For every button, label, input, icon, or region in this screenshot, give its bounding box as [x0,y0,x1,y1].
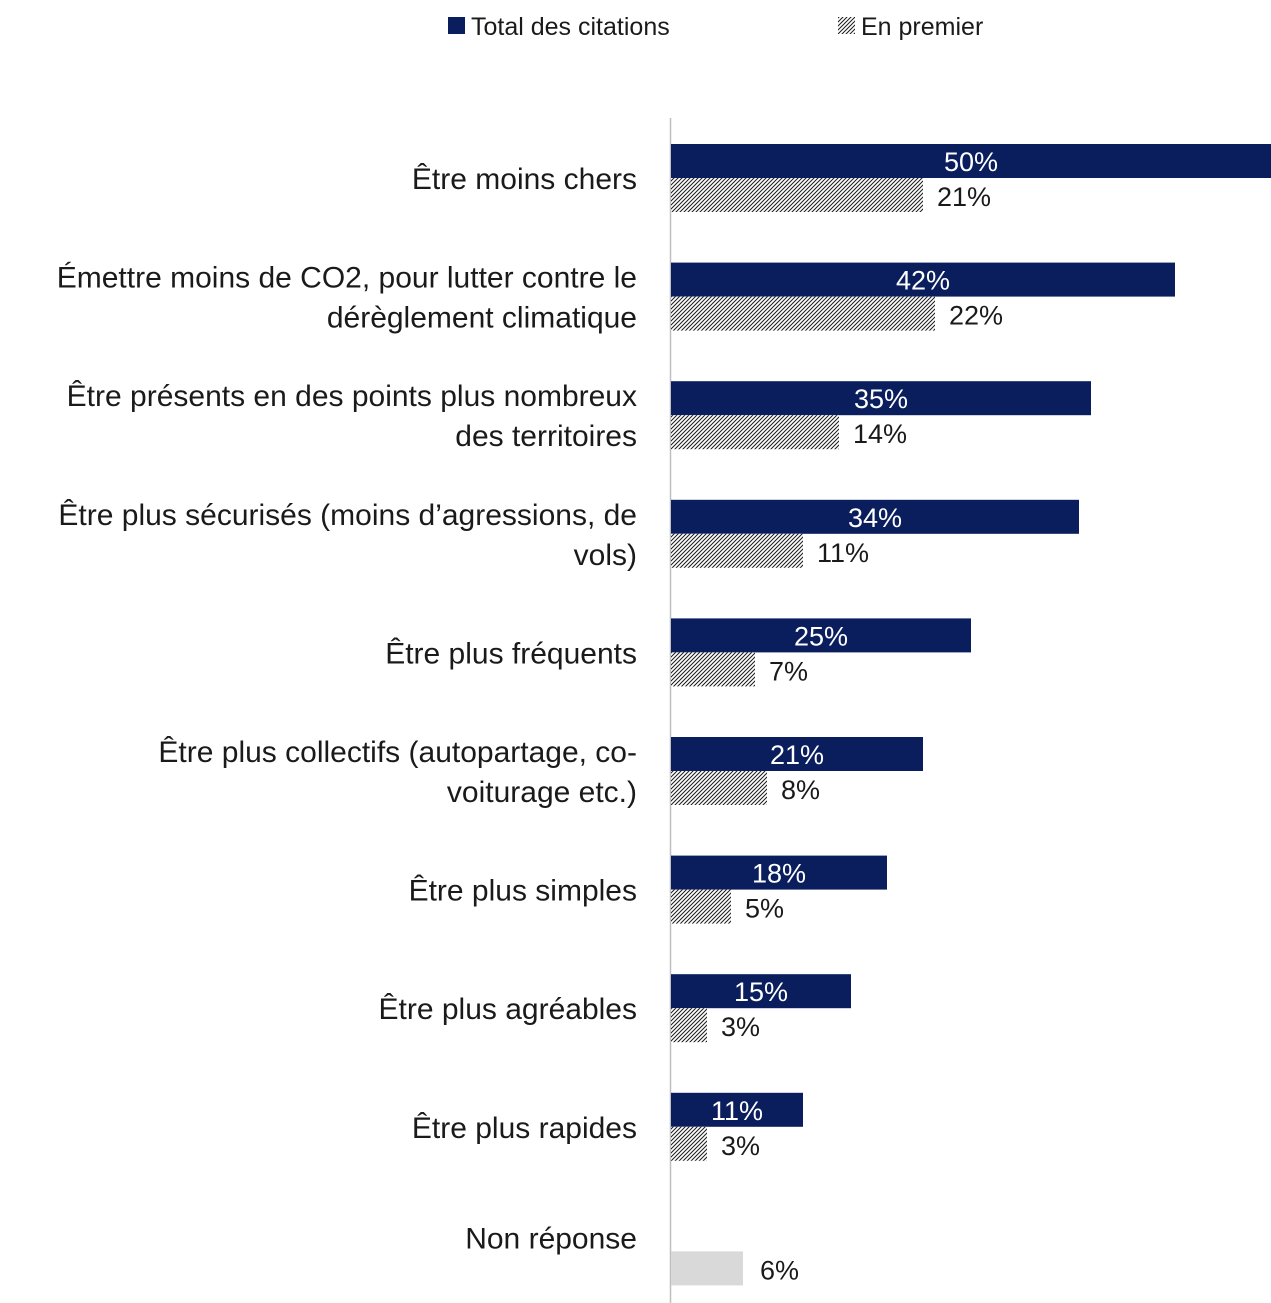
value-label-first-6: 5% [745,894,784,924]
bar-first-5 [671,771,767,805]
value-label-first-2: 14% [853,419,907,449]
value-label-total-0: 50% [944,147,998,177]
category-label-9: Non réponse [465,1222,637,1255]
category-label-1-line-0: Émettre moins de CO2, pour lutter contre… [57,262,637,295]
category-label-6: Être plus simples [409,875,637,908]
legend-swatch-first [838,17,855,34]
bar-first-7 [671,1008,707,1043]
value-label-total-8: 11% [711,1096,763,1126]
category-label-7: Être plus agréables [379,993,638,1026]
bar-first-1 [671,296,935,331]
legend-swatch-total [448,17,465,34]
value-label-first-0: 21% [937,182,991,212]
bar-total-0 [671,144,1271,178]
bar-total-1 [671,262,1175,297]
bar-total-5 [671,737,923,771]
category-label-5-line-0: Être plus collectifs (autopartage, co- [158,736,637,769]
bar-first-6 [671,889,731,924]
bar-no-response-9 [671,1251,743,1286]
value-label-total-5: 21% [770,740,824,770]
category-label-2-line-0: Être présents en des points plus nombreu… [67,380,637,413]
bar-first-4 [671,652,755,687]
category-label-2-line-1: des territoires [455,420,637,453]
bar-total-8 [671,1092,803,1127]
bar-first-0 [671,178,923,212]
category-label-4: Être plus fréquents [385,637,637,670]
bar-total-2 [671,381,1091,416]
value-label-total-1: 42% [896,266,950,296]
value-labels-group: 50% 21% 42% 22% 35% 14% 34% 11% 25% 7% 21% 8% 18% 5% 1… [711,147,1003,1285]
legend: Total des citations En premier [448,13,983,41]
bars-group [671,144,1271,1286]
category-label-3-line-1: vols) [574,539,637,572]
value-label-first-4: 7% [769,656,808,686]
category-labels-group: Être moins chers Émettre moins de CO2, po… [57,163,637,1255]
value-label-total-3: 34% [848,503,902,533]
bar-first-2 [671,415,839,450]
value-label-first-9: 6% [760,1255,799,1285]
value-label-first-1: 22% [949,301,1003,331]
bar-total-4 [671,618,971,653]
category-label-0: Être moins chers [412,163,637,196]
value-label-total-6: 18% [752,859,806,889]
bar-first-8 [671,1126,707,1161]
category-label-8: Être plus rapides [412,1112,637,1145]
value-label-total-2: 35% [854,384,908,414]
bar-total-3 [671,499,1079,534]
bar-first-3 [671,533,803,568]
category-label-1-line-1: dérèglement climatique [327,302,637,335]
bar-total-6 [671,855,887,890]
category-label-5-line-1: voiturage etc.) [447,776,637,809]
value-label-first-3: 11% [817,538,869,568]
legend-label-first: En premier [861,13,983,41]
value-label-first-7: 3% [721,1012,760,1042]
value-label-first-5: 8% [781,775,820,805]
value-label-total-7: 15% [734,977,788,1007]
bar-total-7 [671,974,851,1009]
value-label-total-4: 25% [794,621,848,651]
legend-label-total: Total des citations [471,13,670,41]
value-label-first-8: 3% [721,1131,760,1161]
category-label-3-line-0: Être plus sécurisés (moins d’agressions,… [58,499,637,532]
